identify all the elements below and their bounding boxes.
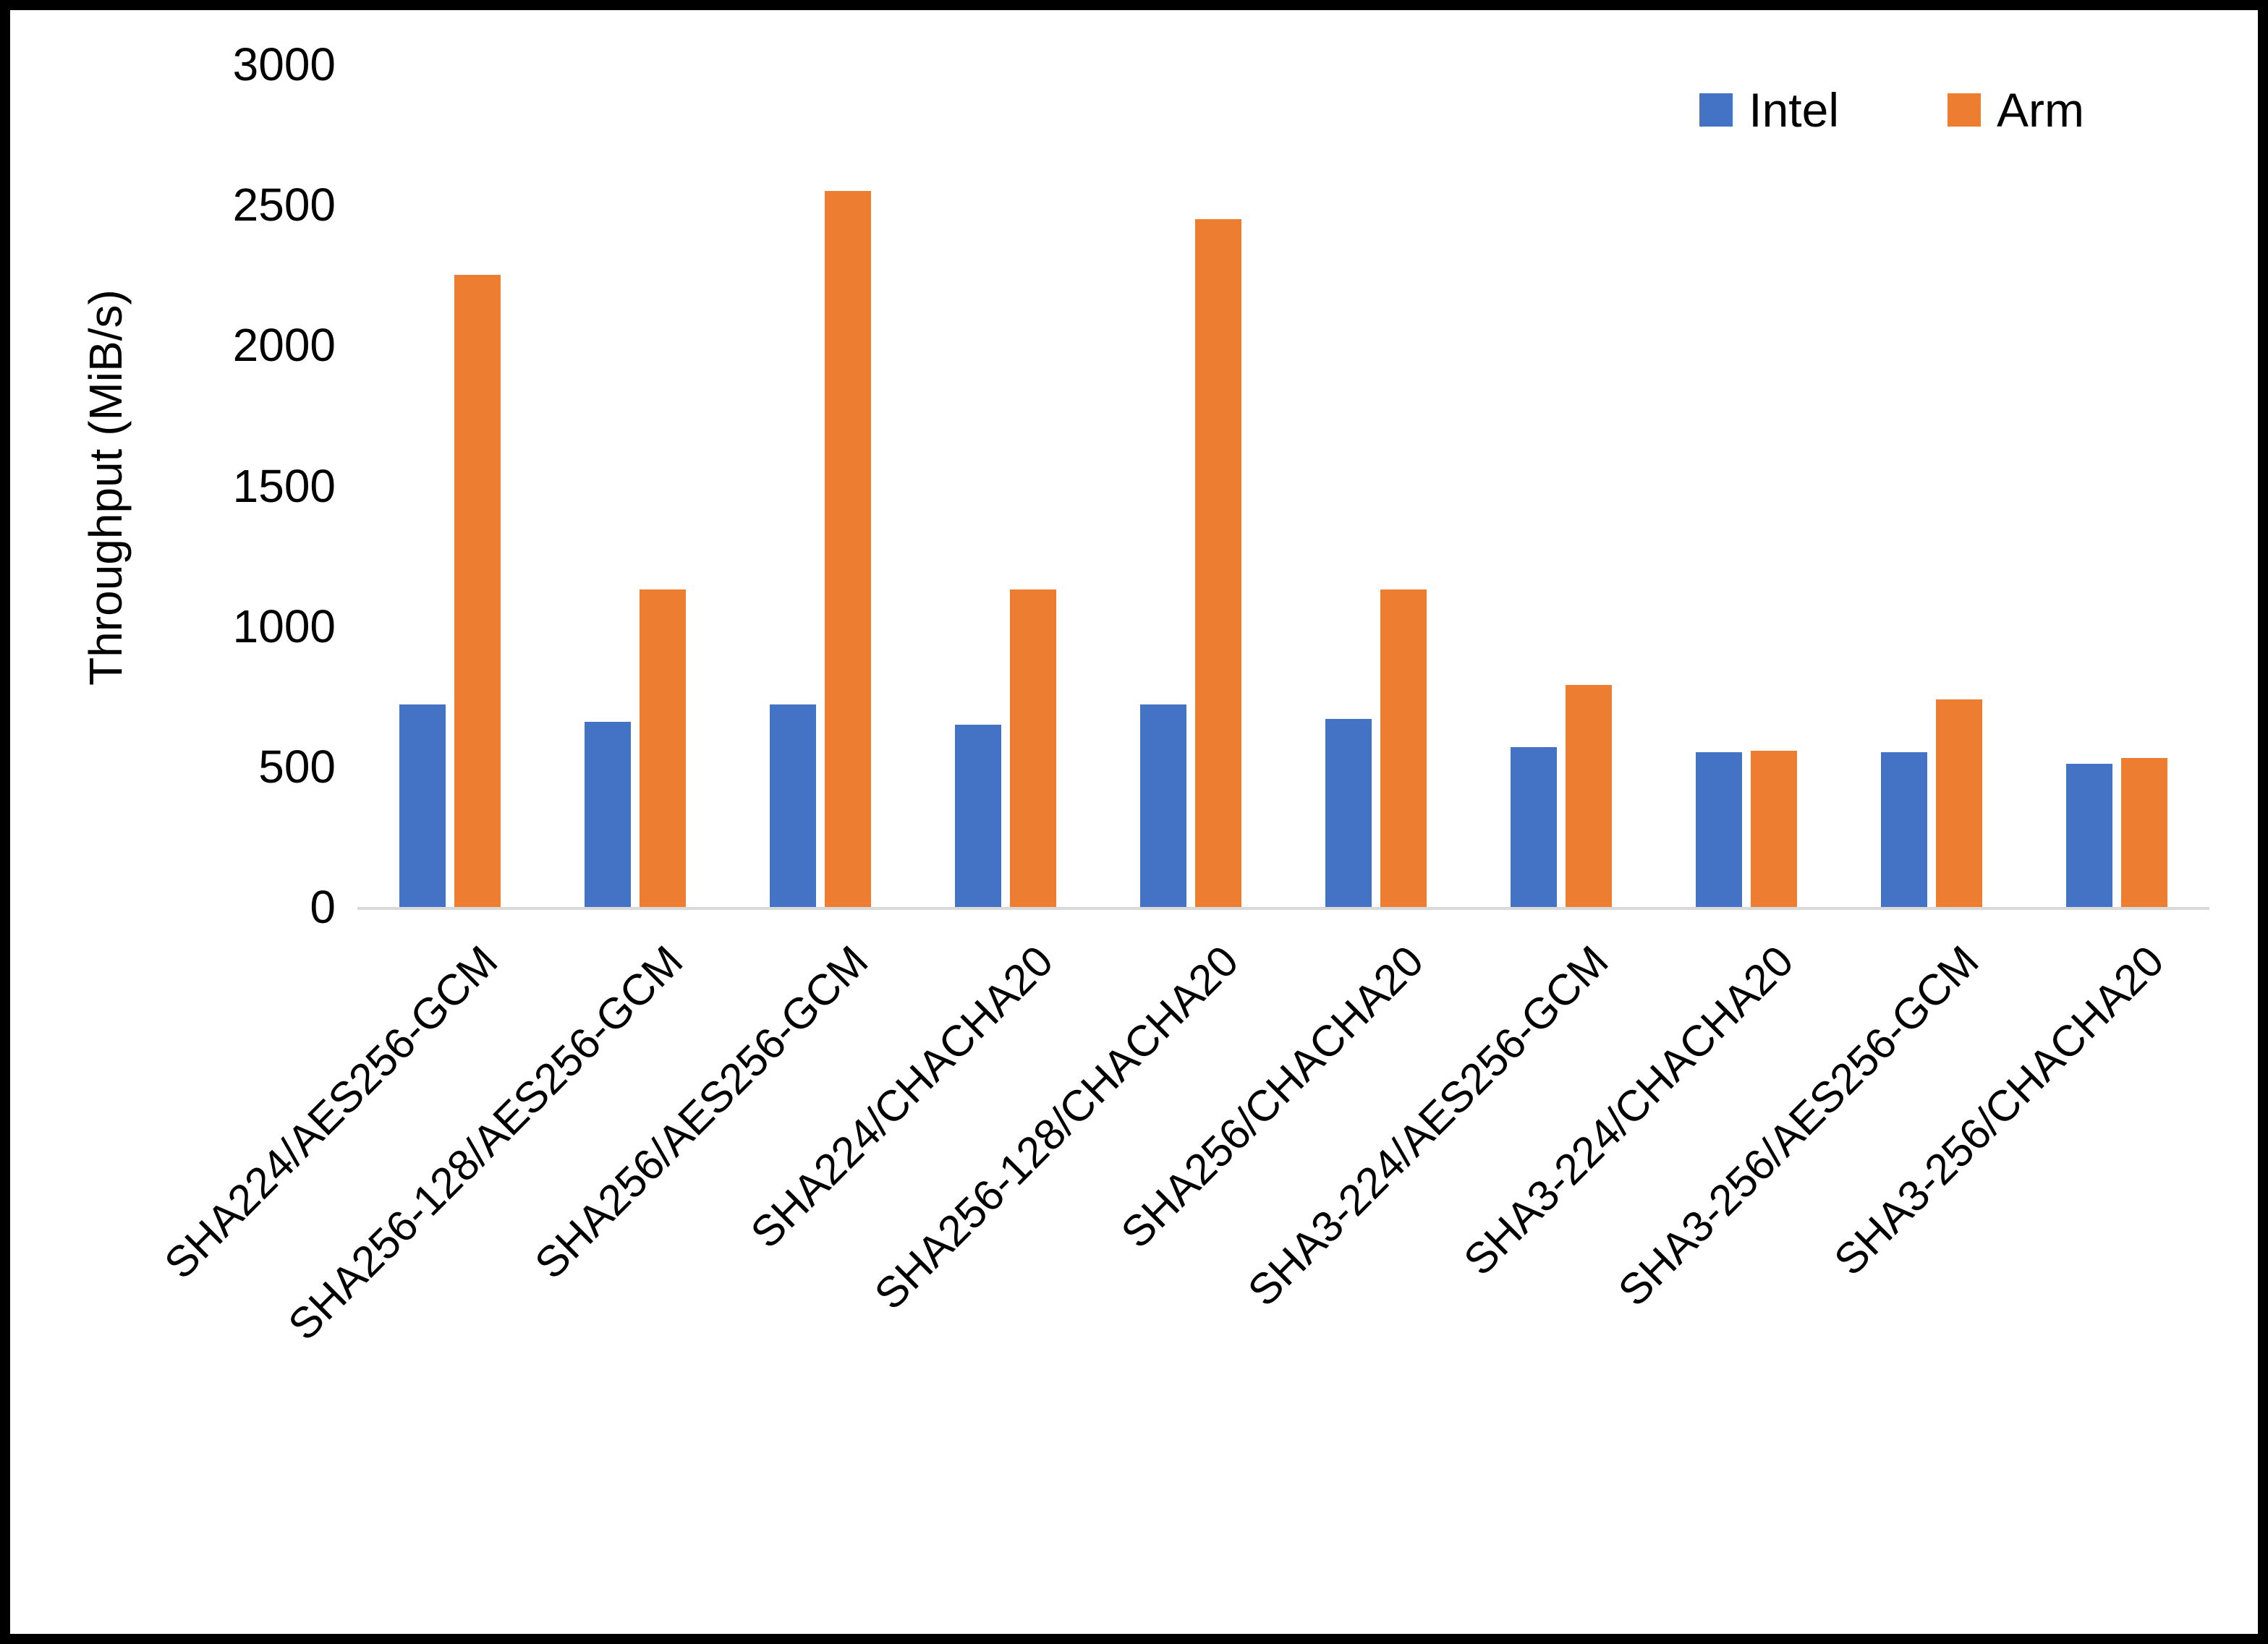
bar-intel-9 — [1881, 752, 1927, 907]
legend-item-arm: Arm — [1948, 82, 2084, 137]
bar-arm-10 — [2121, 758, 2167, 907]
legend-label-arm: Arm — [1997, 83, 2084, 137]
bar-arm-1 — [454, 275, 501, 907]
bar-intel-10 — [2066, 763, 2112, 907]
bar-arm-4 — [1010, 589, 1056, 907]
bar-arm-2 — [640, 589, 686, 907]
bar-intel-5 — [1140, 704, 1186, 907]
x-axis-label-5: SHA256-128/CHACHA20 — [865, 936, 1248, 1319]
legend-label-intel: Intel — [1749, 83, 1840, 137]
bar-intel-2 — [585, 721, 631, 907]
bar-arm-9 — [1936, 699, 1982, 907]
legend: Intel Arm — [1699, 82, 2084, 137]
bar-intel-4 — [955, 724, 1001, 907]
bar-arm-8 — [1751, 751, 1797, 907]
x-axis-label-2: SHA256-128/AES256-GCM — [279, 936, 692, 1350]
bar-intel-3 — [770, 704, 816, 907]
y-tick-label-2000: 2000 — [232, 319, 336, 372]
bar-intel-8 — [1696, 752, 1742, 907]
y-tick-label-0: 0 — [310, 881, 336, 933]
x-axis-label-4: SHA224/CHACHA20 — [741, 936, 1063, 1258]
x-axis-label-7: SHA3-224/AES256-GCM — [1239, 936, 1618, 1316]
bar-arm-3 — [825, 190, 871, 907]
x-axis-label-6: SHA256/CHACHA20 — [1111, 936, 1433, 1258]
legend-swatch-intel — [1699, 93, 1733, 127]
x-axis-label-10: SHA3-256/CHACHA20 — [1825, 936, 2174, 1285]
y-tick-label-3000: 3000 — [232, 38, 336, 90]
legend-swatch-arm — [1948, 93, 1982, 127]
legend-item-intel: Intel — [1699, 82, 1839, 137]
bar-intel-6 — [1325, 718, 1372, 907]
x-axis-label-9: SHA3-256/AES256-GCM — [1609, 936, 1989, 1316]
x-axis-label-3: SHA256/AES256-GCM — [525, 936, 878, 1288]
bar-arm-5 — [1195, 218, 1241, 907]
plot-area — [357, 64, 2209, 910]
bar-intel-7 — [1511, 746, 1557, 907]
y-tick-label-2500: 2500 — [232, 179, 336, 231]
x-axis-label-8: SHA3-224/CHACHA20 — [1454, 936, 1804, 1285]
x-axis-label-1: SHA224/AES256-GCM — [155, 936, 507, 1288]
y-tick-label-1500: 1500 — [232, 459, 336, 512]
bar-arm-7 — [1566, 685, 1612, 907]
y-tick-label-1000: 1000 — [232, 600, 336, 652]
y-tick-label-500: 500 — [258, 740, 336, 793]
bar-arm-6 — [1380, 589, 1427, 907]
bar-intel-1 — [399, 704, 446, 907]
